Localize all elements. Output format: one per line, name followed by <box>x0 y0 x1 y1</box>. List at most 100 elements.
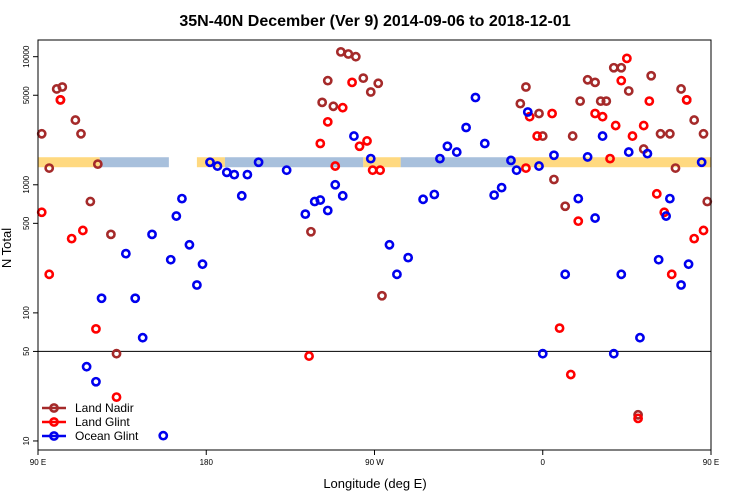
data-point <box>489 190 500 201</box>
data-point <box>616 75 627 86</box>
data-point <box>590 213 600 223</box>
data-point <box>192 280 202 290</box>
data-point <box>377 290 387 301</box>
data-point <box>236 190 247 201</box>
data-point <box>696 157 707 168</box>
data-point <box>281 165 292 176</box>
data-point <box>554 323 565 334</box>
data-point <box>375 165 386 176</box>
data-point <box>683 259 694 270</box>
x-tick-label: 180 <box>200 458 214 467</box>
data-point <box>300 209 311 220</box>
data-point <box>212 161 223 171</box>
legend-label: Ocean Glint <box>75 429 139 443</box>
band-segment-land <box>196 157 225 168</box>
data-point <box>120 248 131 259</box>
data-point <box>184 239 195 250</box>
series-land-nadir <box>36 47 713 420</box>
data-point <box>304 351 314 361</box>
y-tick-label: 5000 <box>22 86 31 104</box>
data-point <box>76 128 86 139</box>
data-point <box>655 128 666 139</box>
data-point <box>81 361 92 372</box>
data-points <box>36 47 713 441</box>
data-point <box>229 169 240 180</box>
band-segment-ocean <box>224 157 364 168</box>
data-point <box>36 207 47 218</box>
data-point <box>330 161 341 171</box>
data-point <box>573 216 584 227</box>
data-point <box>532 131 543 141</box>
data-point <box>496 182 507 193</box>
data-point <box>670 163 681 173</box>
legend-label: Land Glint <box>75 415 130 429</box>
data-point <box>354 141 365 152</box>
data-point <box>664 128 675 139</box>
legend-swatch-marker <box>49 417 59 427</box>
legend-label: Land Nadir <box>75 401 134 415</box>
data-point <box>689 115 700 125</box>
x-tick-label: 90 E <box>703 458 719 467</box>
data-point <box>350 51 361 62</box>
data-point <box>608 348 619 359</box>
data-point <box>57 82 68 92</box>
data-point <box>317 97 328 108</box>
data-point <box>392 269 402 280</box>
data-point <box>373 78 384 89</box>
data-point <box>610 120 621 131</box>
data-point <box>92 159 103 170</box>
x-tick-label: 0 <box>541 458 546 467</box>
data-point <box>343 49 354 59</box>
data-point <box>44 269 55 280</box>
data-point <box>367 165 378 176</box>
data-point <box>646 70 657 81</box>
data-point <box>130 293 141 304</box>
data-point <box>337 102 348 113</box>
data-point <box>698 225 709 236</box>
data-point <box>44 163 55 173</box>
data-point <box>306 226 316 237</box>
y-tick-label: 1000 <box>22 175 31 193</box>
data-point <box>362 136 372 146</box>
data-point <box>197 259 208 270</box>
data-point <box>537 131 548 141</box>
data-point <box>621 53 632 64</box>
data-point <box>322 116 333 127</box>
data-point <box>137 332 148 343</box>
x-axis-label: Longitude (deg E) <box>323 476 426 491</box>
data-point <box>85 196 96 207</box>
data-point <box>521 163 531 173</box>
data-point <box>70 115 81 125</box>
data-point <box>515 98 526 109</box>
data-point <box>524 111 535 122</box>
data-point <box>689 233 700 244</box>
data-point <box>55 94 66 105</box>
data-point <box>633 413 643 424</box>
data-point <box>567 131 578 141</box>
data-point <box>328 101 339 112</box>
x-tick-label: 90 W <box>365 458 384 467</box>
data-point <box>547 108 557 119</box>
data-point <box>560 201 571 212</box>
data-point <box>36 128 47 139</box>
data-point <box>623 147 634 157</box>
data-point <box>429 189 440 200</box>
y-tick-label: 10000 <box>22 45 31 68</box>
y-tick-label: 10 <box>22 436 31 445</box>
data-point <box>534 108 544 119</box>
data-point <box>403 252 414 263</box>
data-point <box>461 122 472 133</box>
data-point <box>91 323 101 334</box>
band-segment-ocean <box>99 157 169 168</box>
data-point <box>384 239 395 250</box>
data-point <box>91 376 101 387</box>
data-point <box>608 62 619 73</box>
data-point <box>165 254 176 265</box>
data-point <box>358 73 369 84</box>
data-point <box>322 75 333 86</box>
data-point <box>253 157 264 168</box>
data-point <box>66 233 77 244</box>
data-point <box>633 409 643 420</box>
data-point <box>521 82 531 92</box>
data-point <box>365 153 376 164</box>
